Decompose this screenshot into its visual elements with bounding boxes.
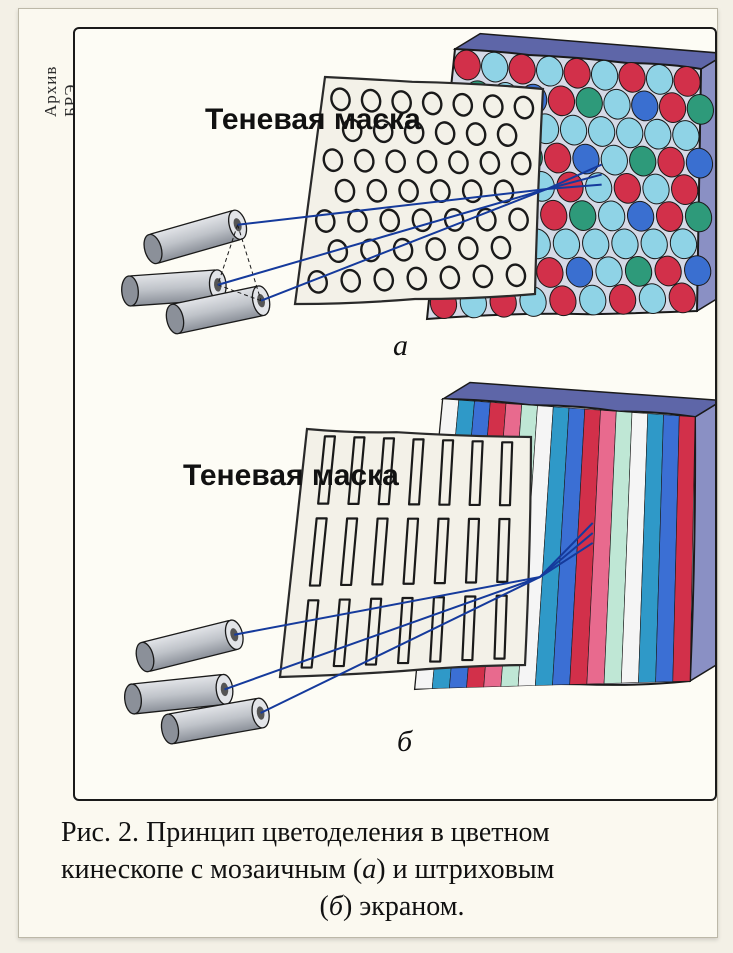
figure-svg xyxy=(75,29,715,799)
label-mask-bottom: Теневая маска xyxy=(183,459,399,493)
label-mask-top: Теневая маска xyxy=(205,103,421,137)
subfig-b: б xyxy=(397,725,412,759)
caption-line2-mid: ) и штриховым xyxy=(376,854,554,885)
caption-line3-post: ) экраном. xyxy=(343,891,465,922)
source-label: Архив БРЭ xyxy=(41,27,59,117)
page-container: Архив БРЭ Теневая маска Теневая маска а … xyxy=(18,8,718,938)
figure-frame: Теневая маска Теневая маска а б xyxy=(73,27,717,801)
caption-line1: Рис. 2. Принцип цветоделения в цветном xyxy=(61,817,550,848)
caption-line3-pre: ( xyxy=(320,891,329,922)
caption-a: а xyxy=(362,854,376,885)
subfig-a: а xyxy=(393,329,408,363)
figure-caption: Рис. 2. Принцип цветоделения в цветном к… xyxy=(61,815,723,926)
caption-b: б xyxy=(329,891,343,922)
caption-line2-pre: кинескопе с мозаичным ( xyxy=(61,854,362,885)
